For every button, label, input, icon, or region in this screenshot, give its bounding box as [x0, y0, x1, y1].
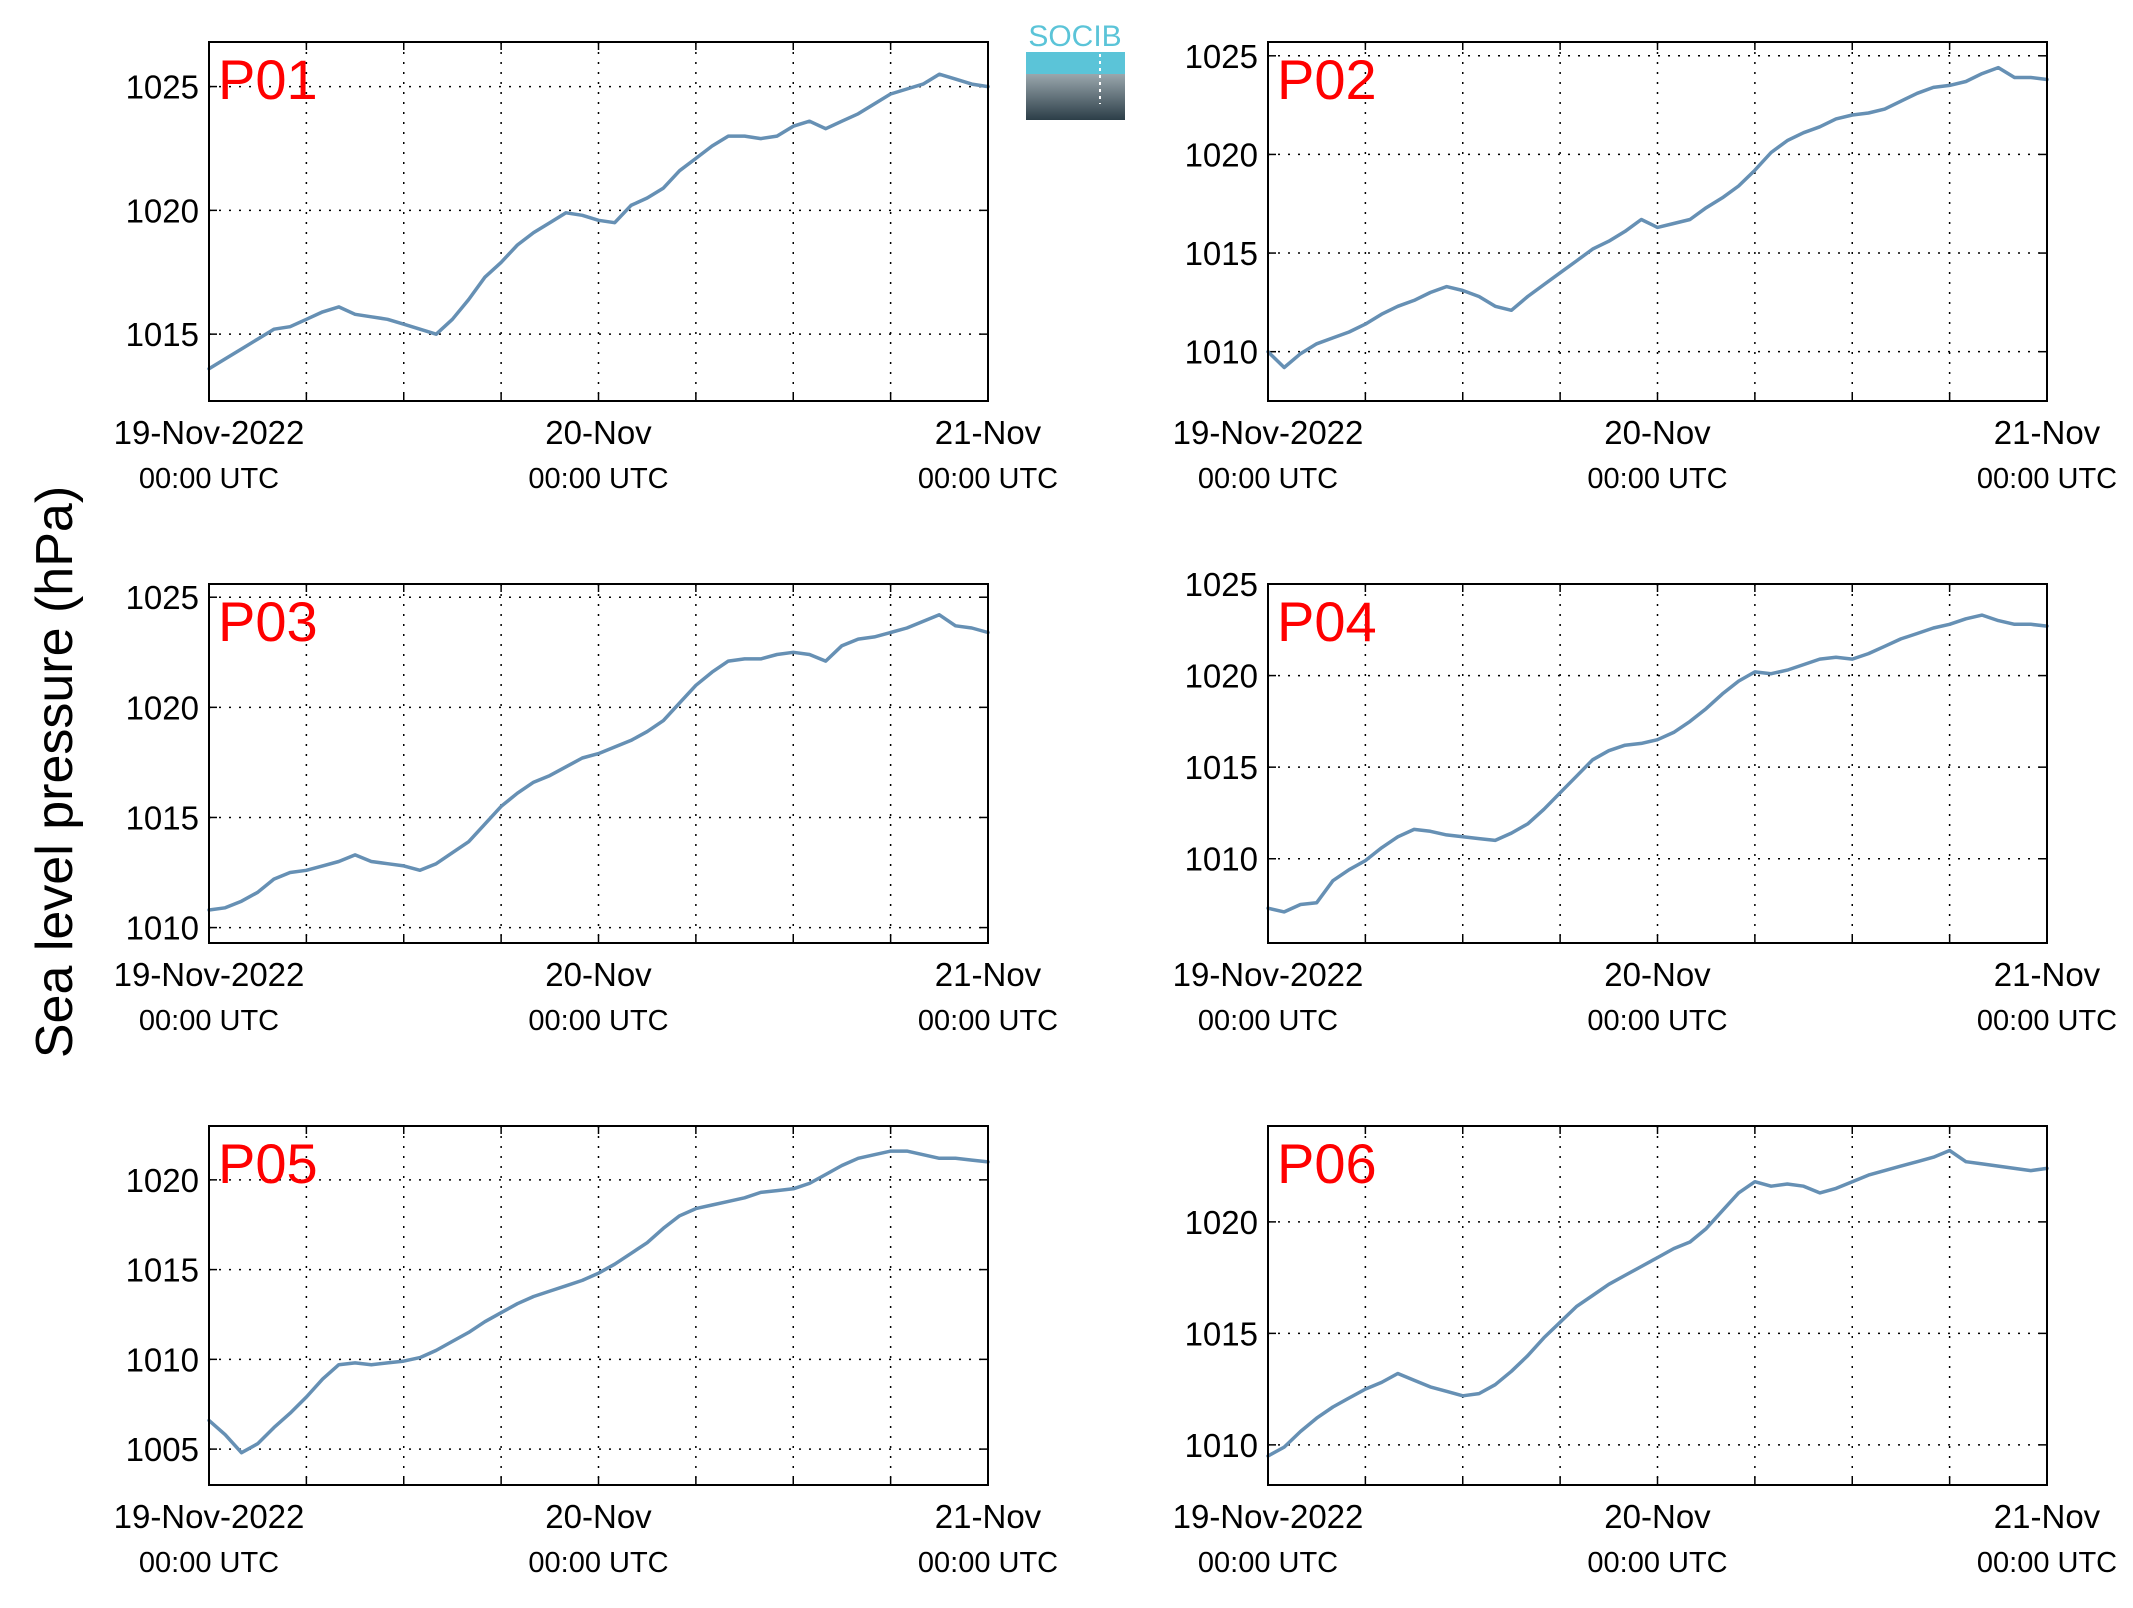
logo-band	[1026, 52, 1125, 74]
x-tick-sublabel: 00:00 UTC	[528, 1005, 668, 1037]
y-tick-label: 1020	[1185, 658, 1258, 695]
x-tick-sublabel: 00:00 UTC	[1198, 463, 1338, 495]
x-tick-sublabel: 00:00 UTC	[139, 463, 279, 495]
panel-label: P05	[218, 1132, 318, 1195]
y-tick-label: 1015	[126, 316, 199, 353]
logo-text: SOCIB	[1028, 20, 1121, 53]
panel-label: P01	[218, 48, 318, 111]
x-tick-sublabel: 00:00 UTC	[918, 1547, 1058, 1579]
y-tick-label: 1025	[1185, 566, 1258, 603]
y-tick-label: 1020	[1185, 1204, 1258, 1241]
series-line	[207, 72, 990, 371]
y-tick-label: 1020	[126, 689, 199, 726]
x-tick-sublabel: 00:00 UTC	[1198, 1547, 1338, 1579]
x-tick-label: 21-Nov	[1994, 1498, 2101, 1535]
series-line	[1266, 1148, 2049, 1458]
x-tick-label: 21-Nov	[935, 956, 1042, 993]
x-tick-label: 19-Nov-2022	[114, 956, 305, 993]
x-tick-label: 20-Nov	[1604, 956, 1711, 993]
axes-frame	[208, 583, 989, 944]
chart-panel-p01: 1015 1020 1025 19-Nov-2022 00:00 UTC 20-Nov 00…	[114, 41, 1058, 495]
x-tick-label: 21-Nov	[1994, 956, 2101, 993]
x-tick-sublabel: 00:00 UTC	[1198, 1005, 1338, 1037]
series-line	[207, 613, 990, 912]
x-tick-label: 21-Nov	[935, 414, 1042, 451]
y-tick-label: 1025	[1185, 38, 1258, 75]
axes-frame	[208, 41, 989, 402]
x-tick-sublabel: 00:00 UTC	[918, 463, 1058, 495]
y-tick-label: 1005	[126, 1431, 199, 1468]
y-tick-label: 1015	[126, 799, 199, 836]
x-tick-label: 19-Nov-2022	[114, 1498, 305, 1535]
x-tick-label: 21-Nov	[935, 1498, 1042, 1535]
x-tick-sublabel: 00:00 UTC	[528, 1547, 668, 1579]
x-tick-label: 21-Nov	[1994, 414, 2101, 451]
x-tick-sublabel: 00:00 UTC	[1587, 1005, 1727, 1037]
x-tick-label: 19-Nov-2022	[1173, 1498, 1364, 1535]
axes-frame	[208, 1125, 989, 1486]
y-tick-label: 1010	[126, 1341, 199, 1378]
x-tick-sublabel: 00:00 UTC	[1587, 463, 1727, 495]
x-tick-sublabel: 00:00 UTC	[139, 1547, 279, 1579]
y-axis-label: Sea level pressure (hPa)	[26, 486, 84, 1058]
axes-frame	[1267, 583, 2048, 944]
y-tick-label: 1015	[1185, 749, 1258, 786]
x-tick-label: 20-Nov	[1604, 1498, 1711, 1535]
axes-frame	[1267, 41, 2048, 402]
x-tick-label: 19-Nov-2022	[1173, 414, 1364, 451]
x-tick-label: 20-Nov	[545, 1498, 652, 1535]
x-tick-sublabel: 00:00 UTC	[1977, 1547, 2117, 1579]
x-tick-label: 20-Nov	[545, 956, 652, 993]
x-tick-label: 20-Nov	[545, 414, 652, 451]
x-tick-label: 20-Nov	[1604, 414, 1711, 451]
x-tick-sublabel: 00:00 UTC	[528, 463, 668, 495]
y-tick-label: 1020	[126, 1162, 199, 1199]
panel-label: P03	[218, 590, 318, 653]
x-tick-sublabel: 00:00 UTC	[1977, 1005, 2117, 1037]
x-tick-sublabel: 00:00 UTC	[918, 1005, 1058, 1037]
y-tick-label: 1020	[1185, 136, 1258, 173]
x-tick-label: 19-Nov-2022	[1173, 956, 1364, 993]
x-tick-sublabel: 00:00 UTC	[139, 1005, 279, 1037]
panel-label: P06	[1277, 1132, 1377, 1195]
socib-logo: SOCIB	[1026, 20, 1125, 120]
axes-frame	[1267, 1125, 2048, 1486]
logo-water	[1026, 74, 1125, 120]
series-line	[1266, 613, 2049, 914]
x-tick-sublabel: 00:00 UTC	[1587, 1547, 1727, 1579]
y-tick-label: 1010	[1185, 841, 1258, 878]
panel-label: P02	[1277, 48, 1377, 111]
y-tick-label: 1015	[1185, 1315, 1258, 1352]
panel-label: P04	[1277, 590, 1377, 653]
y-tick-label: 1010	[1185, 1427, 1258, 1464]
y-tick-label: 1015	[126, 1252, 199, 1289]
series-line	[207, 1149, 990, 1455]
y-tick-label: 1025	[126, 579, 199, 616]
x-tick-sublabel: 00:00 UTC	[1977, 463, 2117, 495]
y-tick-label: 1010	[1185, 334, 1258, 371]
x-tick-label: 19-Nov-2022	[114, 414, 305, 451]
chart-panel-p03: 1010 1015 1020 1025 19-Nov-2022 00:00 UTC 20-N…	[114, 579, 1059, 1037]
chart-panel-p05: 1005 1010 1015 1020 19-Nov-2022 00:00 UTC 20-N…	[114, 1125, 1058, 1579]
chart-panel-p04: 1010 1015 1020 1025 19-Nov-2022 00:00 UTC 20-N…	[1173, 566, 2118, 1037]
chart-panel-p02: 1010 1015 1020 1025 19-Nov-2022 00:00 UTC 20-N…	[1173, 38, 2118, 495]
y-tick-label: 1010	[126, 910, 199, 947]
y-tick-label: 1025	[126, 69, 199, 106]
series-line	[1266, 65, 2049, 370]
y-tick-label: 1015	[1185, 235, 1258, 272]
y-tick-label: 1020	[126, 192, 199, 229]
chart-panel-p06: 1010 1015 1020 19-Nov-2022 00:00 UTC 20-Nov 00…	[1173, 1125, 2117, 1579]
